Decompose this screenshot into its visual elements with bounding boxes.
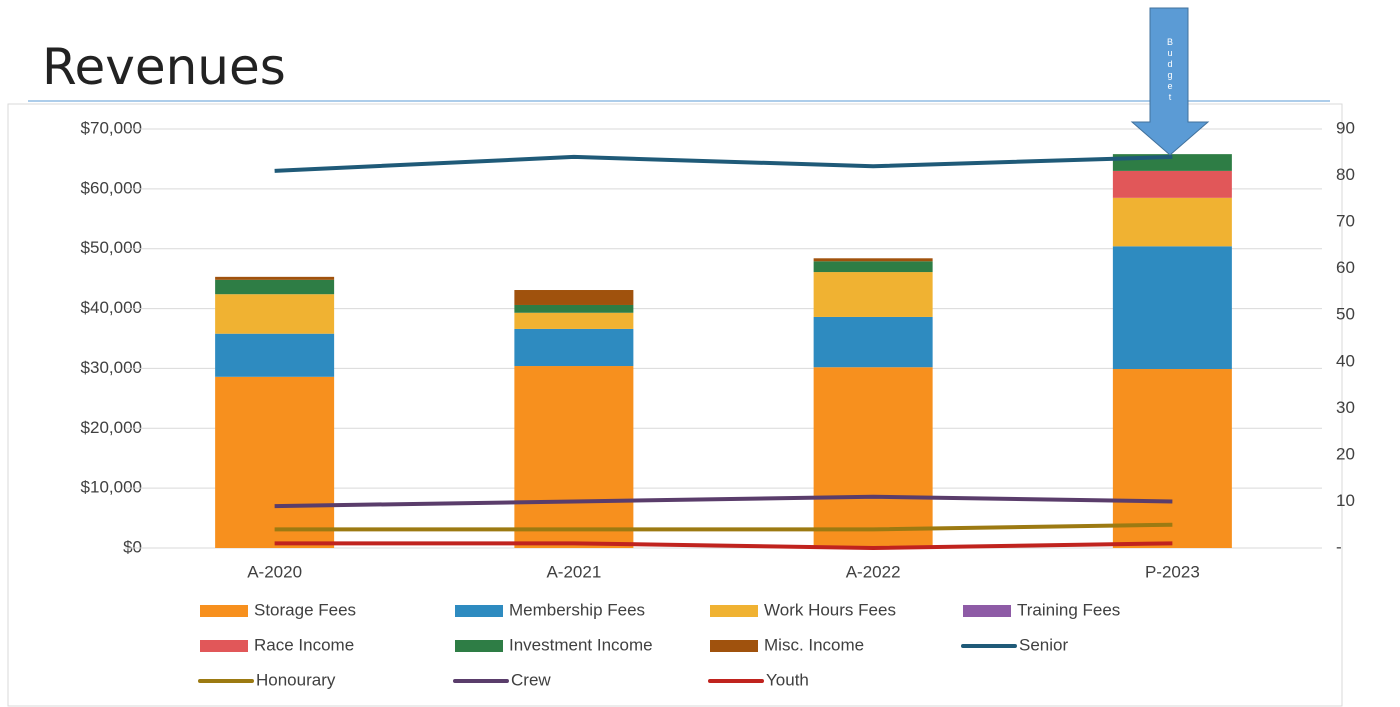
y-tick-label: $20,000 [81,418,142,437]
legend-label: Investment Income [509,635,653,654]
y2-tick-label: 70 [1336,212,1355,231]
bar-segment [514,366,634,548]
bar-segment [215,294,335,334]
bar-segment [813,272,933,317]
legend-swatch [710,640,758,652]
budget-annotation: Budget [1165,37,1175,103]
x-tick-label: A-2020 [247,562,302,581]
bar-segment [1112,197,1232,247]
legend-label: Work Hours Fees [764,600,896,619]
y-tick-label: $50,000 [81,238,142,257]
legend-swatch [200,605,248,617]
legend-label: Misc. Income [764,635,864,654]
y2-tick-label: 10 [1336,491,1355,510]
y2-tick-label: - [1336,537,1342,556]
bar-segment [813,261,933,273]
legend-label: Honourary [256,670,336,689]
y-tick-label: $40,000 [81,298,142,317]
legend-label: Training Fees [1017,600,1120,619]
budget-arrow [1130,7,1210,156]
series-line [274,154,1173,173]
y2-tick-label: 50 [1336,305,1355,324]
y-tick-label: $70,000 [81,118,142,137]
y-tick-label: $30,000 [81,358,142,377]
y-tick-label: $10,000 [81,478,142,497]
bar-segment [215,276,335,280]
series-line [274,522,1173,532]
y2-tick-label: 20 [1336,444,1355,463]
legend-label: Race Income [254,635,354,654]
legend-label: Youth [766,670,809,689]
bar-segment [514,290,634,305]
bar-segment [514,328,634,367]
chart-frame [7,103,1343,707]
bar-segment [514,312,634,329]
y2-tick-label: 40 [1336,351,1355,370]
legend-swatch [963,605,1011,617]
y2-tick-label: 90 [1336,118,1355,137]
bar-segment [514,304,634,313]
slide-title: Revenues [42,38,286,96]
bar-segment [813,316,933,368]
y-tick-label: $60,000 [81,178,142,197]
legend-label: Membership Fees [509,600,645,619]
legend-label: Senior [1019,635,1068,654]
bar-segment [215,279,335,295]
y2-tick-label: 80 [1336,165,1355,184]
y2-tick-label: 60 [1336,258,1355,277]
bar-segment [1112,170,1232,198]
legend-swatch [455,605,503,617]
legend-swatch [455,640,503,652]
legend-label: Storage Fees [254,600,356,619]
series-line [274,541,1173,550]
legend-swatch [710,605,758,617]
bar-segment [215,376,335,548]
y-tick-label: $0 [123,537,142,556]
x-tick-label: P-2023 [1145,562,1200,581]
x-tick-label: A-2021 [546,562,601,581]
x-tick-label: A-2022 [846,562,901,581]
series-line [274,494,1173,509]
bar-segment [813,258,933,262]
y2-tick-label: 30 [1336,398,1355,417]
legend-label: Crew [511,670,551,689]
bar-segment [215,333,335,377]
bar-segment [1112,369,1232,548]
bar-segment [1112,246,1232,370]
bar-segment [813,367,933,548]
legend-swatch [200,640,248,652]
